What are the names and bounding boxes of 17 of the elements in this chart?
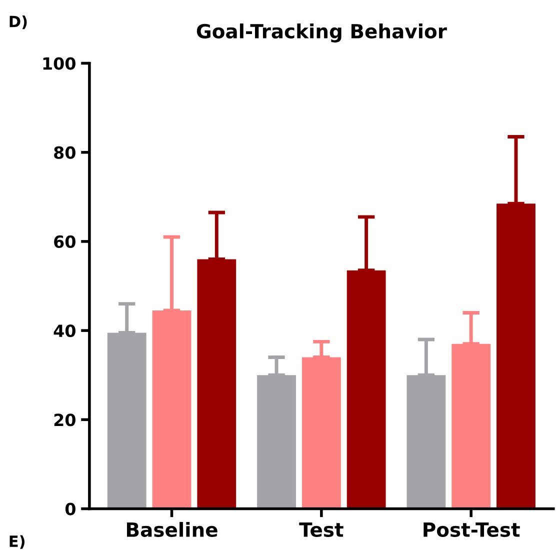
x-tick-label: Test (299, 522, 344, 537)
bar (197, 259, 236, 509)
bar (346, 270, 386, 509)
text: E) (10, 535, 24, 549)
bar (452, 344, 491, 509)
bar (107, 332, 146, 509)
x-tick-label: Post-Test (424, 522, 520, 537)
y-tick-label: 80 (54, 146, 76, 159)
y-tick-label: 20 (54, 414, 76, 426)
y-tick-label: 60 (54, 235, 76, 248)
x-tick-label: Baseline (127, 522, 218, 537)
y-tick-label: 100 (43, 57, 76, 70)
chart-title: Goal-Tracking Behavior (196, 23, 447, 42)
y-tick-label: 40 (54, 324, 76, 338)
bar (302, 357, 341, 509)
y-tick-label: 0 (65, 502, 76, 516)
text: D) (10, 15, 27, 30)
